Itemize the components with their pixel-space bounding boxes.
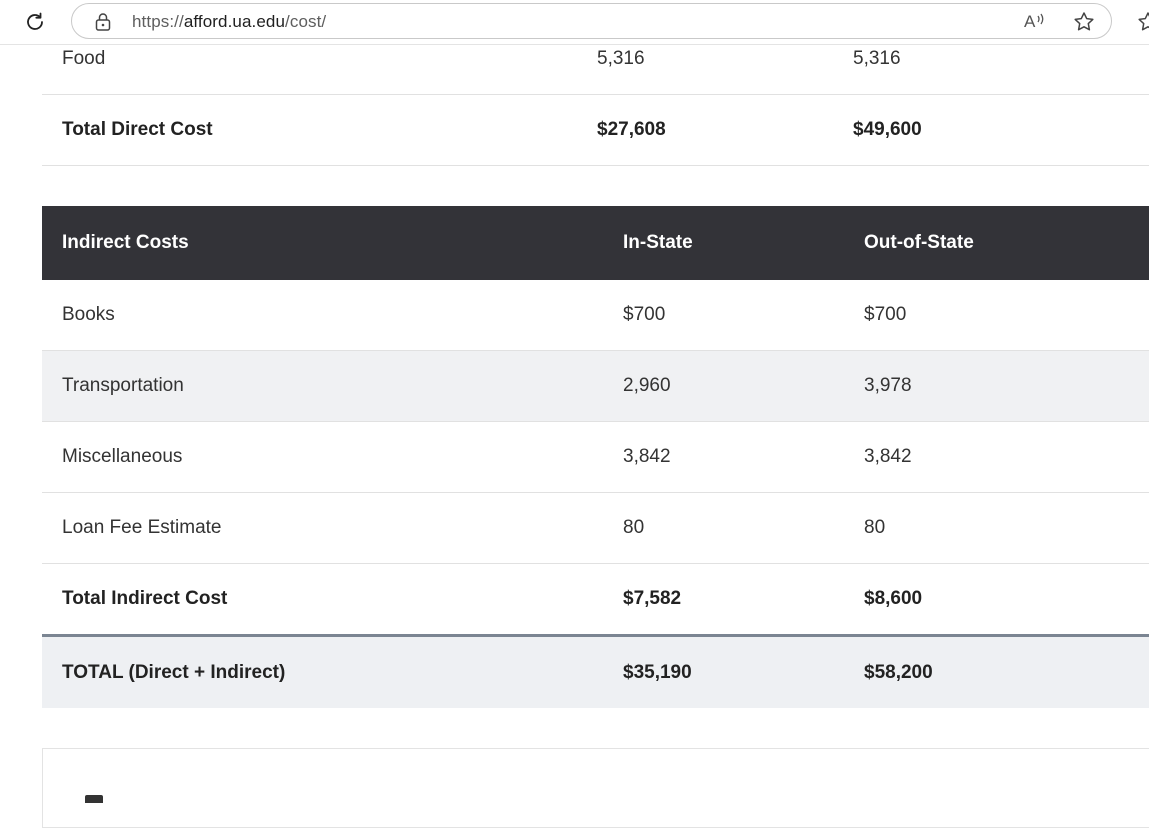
browser-toolbar: https://afford.ua.edu/cost/ A	[0, 0, 1149, 45]
row-in-state-value: 80	[623, 517, 645, 538]
table-row-total-indirect: Total Indirect Cost $7,582 $8,600	[42, 564, 1149, 634]
row-out-of-state-value: 80	[864, 517, 886, 538]
row-out-of-state-value: 5,316	[853, 48, 901, 69]
grand-total-out-of-state: $58,200	[864, 661, 933, 683]
grand-total-label: TOTAL (Direct + Indirect)	[62, 661, 286, 683]
favorite-star-icon[interactable]	[1072, 10, 1096, 34]
reload-icon[interactable]	[22, 9, 48, 35]
row-in-state-value: 3,842	[623, 446, 671, 467]
url-host: afford.ua.edu	[183, 12, 286, 31]
total-direct-label: Total Direct Cost	[62, 119, 213, 140]
row-label: Miscellaneous	[62, 446, 183, 467]
url-prefix: https://	[132, 12, 184, 31]
row-in-state-value: 2,960	[623, 375, 671, 396]
table-row-books: Books $700 $700	[42, 280, 1149, 351]
table-row-transportation: Transportation 2,960 3,978	[42, 351, 1149, 422]
indirect-costs-table: Indirect Costs In-State Out-of-State Boo…	[42, 206, 1149, 708]
next-content-panel	[42, 748, 1149, 828]
row-in-state-value: $700	[623, 304, 666, 325]
header-out-of-state: Out-of-State	[864, 232, 974, 253]
table-header: Indirect Costs In-State Out-of-State	[42, 206, 1149, 280]
total-indirect-label: Total Indirect Cost	[62, 588, 228, 609]
favorites-icon[interactable]	[1136, 10, 1149, 34]
read-aloud-icon[interactable]: A	[1022, 9, 1048, 33]
row-label: Food	[62, 48, 106, 69]
direct-costs-table: Food 5,316 5,316 Total Direct Cost $27,6…	[42, 24, 1149, 166]
address-bar[interactable]: https://afford.ua.edu/cost/ A	[71, 3, 1112, 39]
total-indirect-out-of-state: $8,600	[864, 588, 923, 609]
total-indirect-in-state: $7,582	[623, 588, 682, 609]
total-direct-in-state: $27,608	[597, 119, 666, 140]
grand-total-row: TOTAL (Direct + Indirect) $35,190 $58,20…	[42, 634, 1149, 708]
row-in-state-value: 5,316	[597, 48, 645, 69]
header-in-state: In-State	[623, 232, 693, 253]
total-direct-out-of-state: $49,600	[853, 119, 922, 140]
row-out-of-state-value: $700	[864, 304, 907, 325]
row-label: Transportation	[62, 375, 184, 396]
row-label: Books	[62, 304, 115, 325]
url-text[interactable]: https://afford.ua.edu/cost/	[132, 12, 326, 32]
lock-icon[interactable]	[94, 12, 112, 32]
table-row-total-direct: Total Direct Cost $27,608 $49,600	[42, 95, 1149, 166]
table-row-food: Food 5,316 5,316	[42, 24, 1149, 95]
row-out-of-state-value: 3,978	[864, 375, 912, 396]
table-row-miscellaneous: Miscellaneous 3,842 3,842	[42, 422, 1149, 493]
table-row-loan-fee: Loan Fee Estimate 80 80	[42, 493, 1149, 564]
panel-icon	[85, 795, 103, 803]
header-indirect-costs: Indirect Costs	[62, 232, 189, 253]
url-path: /cost/	[285, 12, 327, 31]
row-label: Loan Fee Estimate	[62, 517, 222, 538]
grand-total-in-state: $35,190	[623, 661, 692, 683]
svg-text:A: A	[1024, 12, 1036, 31]
row-out-of-state-value: 3,842	[864, 446, 912, 467]
